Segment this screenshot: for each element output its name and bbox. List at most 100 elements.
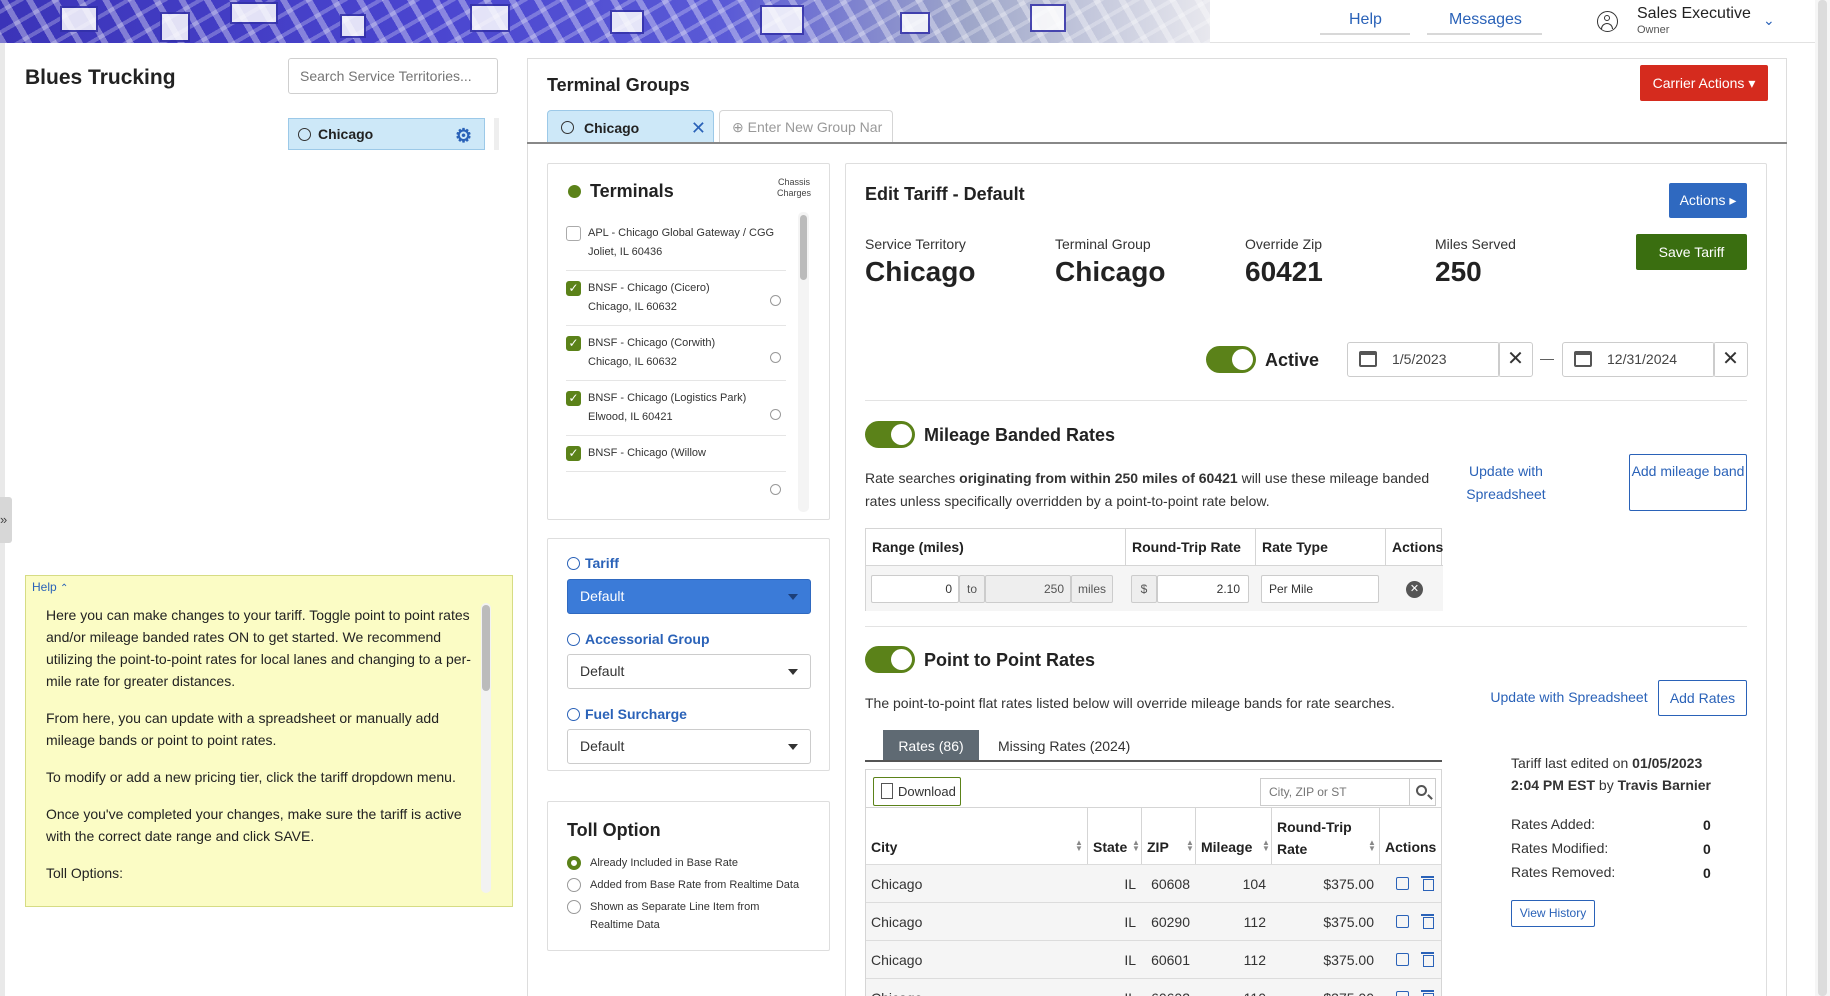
page-scrollbar[interactable] xyxy=(1815,0,1830,996)
sort-icon: ▲ ▼ xyxy=(1262,838,1270,853)
toll-option-radio[interactable]: Added from Base Rate from Realtime Data xyxy=(567,876,817,894)
range-to-input[interactable]: 250 xyxy=(985,575,1071,603)
edit-icon[interactable] xyxy=(1396,991,1409,996)
edit-icon[interactable] xyxy=(1396,953,1409,966)
state-header[interactable]: State ▲ ▼ xyxy=(1088,808,1142,864)
save-tariff-button[interactable]: Save Tariff xyxy=(1636,234,1747,270)
terminal-list-scrollbar[interactable] xyxy=(798,212,809,512)
user-role[interactable]: Sales Executive xyxy=(1637,5,1751,22)
terminal-checkbox[interactable]: ✓ xyxy=(566,446,581,461)
edited-prefix: Tariff last edited on xyxy=(1511,755,1633,771)
search-button[interactable] xyxy=(1410,778,1436,806)
user-avatar-icon[interactable] xyxy=(1597,11,1618,32)
rate-input[interactable]: 2.10 xyxy=(1157,575,1249,603)
tab-rates[interactable]: Rates (86) xyxy=(883,730,979,762)
sort-icon: ▲ ▼ xyxy=(1132,838,1140,853)
miles-served-value: 250 xyxy=(1435,256,1482,287)
state-cell: IL xyxy=(1124,914,1136,930)
territory-item-chicago[interactable]: Chicago ⚙ xyxy=(288,118,485,150)
table-row[interactable]: Chicago IL 60602 110 $375.00 xyxy=(866,978,1441,996)
list-item[interactable]: APL - Chicago Global Gateway / CGG Jolie… xyxy=(566,216,786,271)
city-header[interactable]: City ▲ ▼ xyxy=(866,808,1088,864)
trash-icon[interactable] xyxy=(1421,990,1434,996)
view-history-button[interactable]: View History xyxy=(1511,900,1595,927)
terminal-checkbox[interactable]: ✓ xyxy=(566,281,581,296)
tariff-label[interactable]: Tariff xyxy=(567,555,619,571)
user-menu-chevron-icon[interactable]: ⌄ xyxy=(1763,12,1775,28)
help-scrollbar[interactable] xyxy=(481,603,491,893)
remove-band-icon[interactable]: ✕ xyxy=(1406,581,1423,598)
point-to-point-toggle[interactable] xyxy=(865,646,915,673)
radio-unselected[interactable] xyxy=(567,878,581,892)
clear-end-date-button[interactable]: ✕ xyxy=(1713,342,1748,377)
terminal-checkbox[interactable] xyxy=(566,226,581,241)
radio-selected[interactable] xyxy=(567,856,581,870)
territory-search-input[interactable] xyxy=(288,58,498,94)
table-row[interactable]: Chicago IL 60608 104 $375.00 xyxy=(866,864,1441,902)
range-from-input[interactable]: 0 xyxy=(871,575,959,603)
clear-start-date-button[interactable]: ✕ xyxy=(1498,342,1533,377)
circle-icon xyxy=(561,121,574,134)
zip-cell: 60290 xyxy=(1151,914,1190,930)
p2p-update-spreadsheet-link[interactable]: Update with Spreadsheet xyxy=(1490,689,1648,705)
help-link[interactable]: Help xyxy=(1349,11,1382,28)
toll-option-radio[interactable]: Already Included in Base Rate xyxy=(567,854,817,872)
terminal-checkbox[interactable]: ✓ xyxy=(566,391,581,406)
accessorial-select[interactable]: Default xyxy=(567,654,811,689)
trash-icon[interactable] xyxy=(1421,876,1434,891)
fuel-label[interactable]: Fuel Surcharge xyxy=(567,706,687,722)
active-toggle[interactable] xyxy=(1206,346,1256,373)
chassis-radio[interactable] xyxy=(770,295,781,306)
list-item[interactable]: ✓ BNSF - Chicago (Cicero) Chicago, IL 60… xyxy=(566,271,786,326)
list-item[interactable]: ✓ BNSF - Chicago (Logistics Park) Elwood… xyxy=(566,381,786,436)
list-item[interactable]: ✓ BNSF - Chicago (Willow xyxy=(566,436,786,472)
close-icon[interactable]: ✕ xyxy=(690,118,706,138)
terminal-checkbox[interactable]: ✓ xyxy=(566,336,581,351)
state-cell: IL xyxy=(1088,979,1136,996)
new-group-input[interactable]: ⊕ Enter New Group Nar xyxy=(719,110,893,142)
end-date-field[interactable]: 12/31/2024 xyxy=(1562,342,1715,377)
trash-icon[interactable] xyxy=(1421,914,1434,929)
mileage-update-spreadsheet-link[interactable]: Update with Spreadsheet xyxy=(1466,463,1546,502)
rate-search-input[interactable] xyxy=(1260,778,1410,806)
start-date-field[interactable]: 1/5/2023 xyxy=(1347,342,1500,377)
tariff-label-text: Tariff xyxy=(585,555,619,571)
help-paragraph: Toll Options: xyxy=(46,865,124,881)
sidebar-expand-icon[interactable]: » xyxy=(0,497,12,543)
rate-type-select[interactable]: Per Mile xyxy=(1261,575,1379,603)
accessorial-label[interactable]: Accessorial Group xyxy=(567,631,710,647)
radio-unselected[interactable] xyxy=(567,900,581,914)
tariff-select[interactable]: Default xyxy=(567,579,811,614)
chassis-radio[interactable] xyxy=(770,409,781,420)
actions-button[interactable]: Actions ▸ xyxy=(1669,183,1747,218)
tabs-underline xyxy=(865,760,1442,762)
tab-chicago[interactable]: Chicago ✕ xyxy=(547,110,714,144)
add-rates-button[interactable]: Add Rates xyxy=(1658,680,1747,716)
fuel-surcharge-select[interactable]: Default xyxy=(567,729,811,764)
zip-cell: 60602 xyxy=(1142,979,1190,996)
mileage-header[interactable]: Mileage ▲ ▼ xyxy=(1196,808,1272,864)
messages-link[interactable]: Messages xyxy=(1449,11,1522,28)
carrier-actions-button[interactable]: Carrier Actions ▾ xyxy=(1640,65,1768,101)
tab-missing-rates[interactable]: Missing Rates (2024) xyxy=(998,738,1131,754)
edited-time: 2:04 PM EST xyxy=(1511,777,1596,793)
help-panel: Help ⌃ Here you can make changes to your… xyxy=(25,575,513,907)
table-row[interactable]: Chicago IL 60290 112 $375.00 xyxy=(866,902,1441,940)
round-trip-rate-header[interactable]: Round-Trip Rate ▲ ▼ xyxy=(1272,808,1380,864)
chassis-radio[interactable] xyxy=(770,484,781,495)
zip-header[interactable]: ZIP ▲ ▼ xyxy=(1142,808,1196,864)
help-toggle[interactable]: Help ⌃ xyxy=(32,580,68,594)
download-button[interactable]: Download xyxy=(873,777,961,806)
edit-icon[interactable] xyxy=(1396,915,1409,928)
help-paragraph: From here, you can update with a spreads… xyxy=(46,710,440,748)
table-row[interactable]: Chicago IL 60601 112 $375.00 xyxy=(866,940,1441,978)
chassis-radio[interactable] xyxy=(770,352,781,363)
mileage-banded-toggle[interactable] xyxy=(865,421,915,448)
add-mileage-band-button[interactable]: Add mileage band xyxy=(1629,454,1747,511)
toll-option-radio[interactable]: Shown as Separate Line Item from Realtim… xyxy=(567,898,787,934)
edit-icon[interactable] xyxy=(1396,877,1409,890)
header-divider xyxy=(866,807,1441,808)
list-item[interactable]: ✓ BNSF - Chicago (Corwith) Chicago, IL 6… xyxy=(566,326,786,381)
trash-icon[interactable] xyxy=(1421,952,1434,967)
gear-icon[interactable]: ⚙ xyxy=(454,126,472,147)
